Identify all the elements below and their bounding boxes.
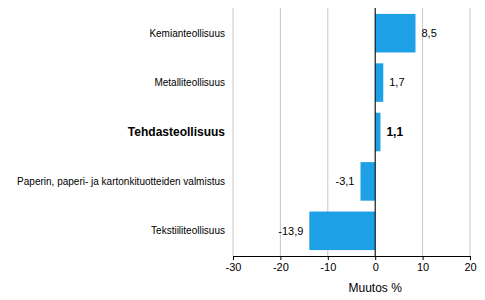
grid-line: [233, 8, 234, 256]
x-tick-label: -20: [273, 261, 289, 273]
x-tick-label: -30: [226, 261, 242, 273]
x-axis-line: [234, 256, 471, 257]
data-labels: 8,5 1,7 1,1 -3,1 -13,9: [278, 27, 437, 237]
x-tick-label: 20: [464, 261, 476, 273]
grid-line: [280, 8, 281, 256]
y-axis: Kemianteollisuus Metalliteollisuus Tehdast…: [17, 28, 225, 237]
y-tick-label: Tehdasteollisuus: [128, 125, 225, 139]
bar: [375, 63, 383, 102]
x-tick-mark: [423, 256, 424, 260]
bar: [361, 162, 376, 201]
x-tick-label: 10: [417, 261, 429, 273]
chart: -30 -20 -10 0 10 20 Muutos % Kemianteollisuus Me…: [0, 0, 485, 300]
x-tick: -30: [226, 256, 242, 273]
bar: [375, 14, 415, 53]
data-label: -3,1: [336, 175, 355, 187]
zero-line: [375, 8, 376, 256]
x-tick-mark: [328, 256, 329, 260]
y-tick-label: Metalliteollisuus: [154, 77, 225, 88]
x-tick-mark: [280, 256, 281, 260]
x-tick-mark: [470, 256, 471, 260]
data-label: 1,7: [389, 76, 404, 88]
x-tick-label: 0: [373, 261, 379, 273]
x-tick-label: -10: [320, 261, 336, 273]
x-tick: 10: [417, 256, 429, 273]
x-tick-mark: [233, 256, 234, 260]
grid: [233, 8, 470, 256]
data-label: -13,9: [278, 225, 303, 237]
bars: [309, 14, 415, 250]
y-tick-label: Tekstiiliteollisuus: [151, 225, 225, 236]
grid-line: [422, 8, 423, 256]
bar: [309, 212, 375, 251]
grid-line: [470, 8, 471, 256]
grid-line: [375, 8, 376, 256]
x-tick: -10: [320, 256, 336, 273]
bar: [375, 113, 380, 152]
x-tick: 0: [373, 256, 379, 273]
x-tick-mark: [375, 256, 376, 260]
y-tick-label: Kemianteollisuus: [149, 28, 225, 39]
data-label: 1,1: [386, 125, 403, 139]
x-tick: -20: [273, 256, 289, 273]
x-axis: -30 -20 -10 0 10 20: [226, 256, 477, 273]
y-tick-label: Paperin, paperi- ja kartonkituotteiden v…: [17, 176, 225, 187]
data-label: 8,5: [421, 27, 436, 39]
x-tick: 20: [464, 256, 476, 273]
x-axis-title: Muutos %: [349, 281, 403, 295]
